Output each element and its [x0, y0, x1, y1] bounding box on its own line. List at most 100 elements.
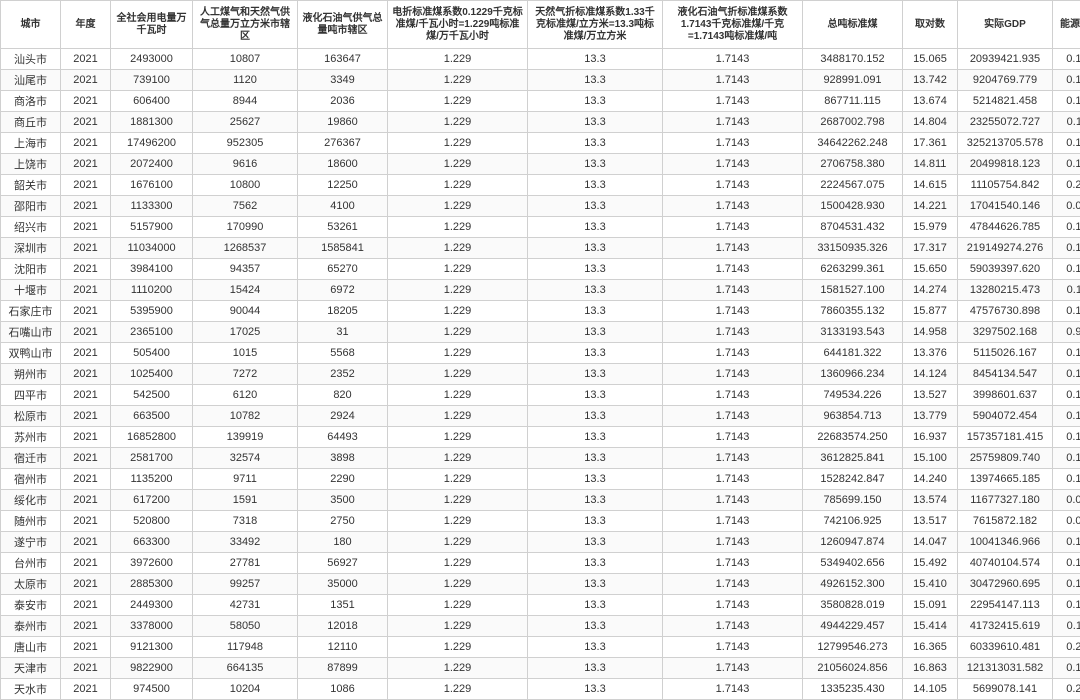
cell: 0.101 [1053, 70, 1080, 91]
cell: 泰安市 [1, 595, 61, 616]
cell: 1.229 [388, 595, 528, 616]
cell: 7272 [193, 364, 298, 385]
cell: 韶关市 [1, 175, 61, 196]
cell: 139919 [193, 427, 298, 448]
cell: 739100 [111, 70, 193, 91]
cell: 7860355.132 [803, 301, 903, 322]
cell: 1.229 [388, 301, 528, 322]
cell: 2021 [61, 49, 111, 70]
cell: 785699.150 [803, 490, 903, 511]
cell: 13.3 [528, 637, 663, 658]
cell: 1.7143 [663, 658, 803, 679]
cell: 0.088 [1053, 196, 1080, 217]
cell: 820 [298, 385, 388, 406]
cell: 1.7143 [663, 322, 803, 343]
cell: 41732415.619 [958, 616, 1053, 637]
cell: 2493000 [111, 49, 193, 70]
table-row: 台州市2021397260027781569271.22913.31.71435… [1, 553, 1080, 574]
col-header-3: 人工煤气和天然气供气总量万立方米市辖区 [193, 1, 298, 49]
col-header-8: 总吨标准煤 [803, 1, 903, 49]
cell: 1591 [193, 490, 298, 511]
cell: 0.162 [1053, 574, 1080, 595]
cell: 1.7143 [663, 385, 803, 406]
cell: 505400 [111, 343, 193, 364]
cell: 12110 [298, 637, 388, 658]
cell: 1.7143 [663, 238, 803, 259]
cell: 1.7143 [663, 553, 803, 574]
cell: 33492 [193, 532, 298, 553]
cell: 1133300 [111, 196, 193, 217]
cell: 1.229 [388, 259, 528, 280]
cell: 59039397.620 [958, 259, 1053, 280]
cell: 13.674 [903, 91, 958, 112]
cell: 963854.713 [803, 406, 903, 427]
cell: 2021 [61, 490, 111, 511]
cell: 3972600 [111, 553, 193, 574]
cell: 13.3 [528, 448, 663, 469]
cell: 47844626.785 [958, 217, 1053, 238]
cell: 606400 [111, 91, 193, 112]
cell: 87899 [298, 658, 388, 679]
cell: 0.118 [1053, 616, 1080, 637]
cell: 2021 [61, 70, 111, 91]
cell: 16.365 [903, 637, 958, 658]
table-row: 绥化市2021617200159135001.22913.31.71437856… [1, 490, 1080, 511]
cell: 1.229 [388, 406, 528, 427]
cell: 27781 [193, 553, 298, 574]
cell: 170990 [193, 217, 298, 238]
cell: 1.7143 [663, 112, 803, 133]
cell: 1.7143 [663, 175, 803, 196]
cell: 2021 [61, 658, 111, 679]
cell: 12250 [298, 175, 388, 196]
cell: 2365100 [111, 322, 193, 343]
cell: 25627 [193, 112, 298, 133]
cell: 十堰市 [1, 280, 61, 301]
cell: 1881300 [111, 112, 193, 133]
cell: 1676100 [111, 175, 193, 196]
cell: 1.229 [388, 679, 528, 700]
cell: 0.156 [1053, 595, 1080, 616]
col-header-7: 液化石油气折标准煤系数1.7143千克标准煤/千克=1.7143吨标准煤/吨 [663, 1, 803, 49]
cell: 2750 [298, 511, 388, 532]
cell: 16.863 [903, 658, 958, 679]
cell: 1.229 [388, 343, 528, 364]
cell: 5395900 [111, 301, 193, 322]
cell: 2021 [61, 511, 111, 532]
cell: 644181.322 [803, 343, 903, 364]
cell: 1.7143 [663, 49, 803, 70]
cell: 绍兴市 [1, 217, 61, 238]
cell: 1025400 [111, 364, 193, 385]
cell: 1585841 [298, 238, 388, 259]
cell: 3984100 [111, 259, 193, 280]
cell: 15.065 [903, 49, 958, 70]
cell: 13.3 [528, 511, 663, 532]
cell: 2021 [61, 91, 111, 112]
cell: 台州市 [1, 553, 61, 574]
cell: 0.161 [1053, 364, 1080, 385]
cell: 15.492 [903, 553, 958, 574]
cell: 2021 [61, 553, 111, 574]
cell: 219149274.276 [958, 238, 1053, 259]
cell: 1.229 [388, 217, 528, 238]
cell: 6263299.361 [803, 259, 903, 280]
cell: 0.182 [1053, 217, 1080, 238]
cell: 23255072.727 [958, 112, 1053, 133]
cell: 180 [298, 532, 388, 553]
cell: 13.3 [528, 679, 663, 700]
cell: 2072400 [111, 154, 193, 175]
cell: 13.3 [528, 280, 663, 301]
table-row: 天津市20219822900664135878991.22913.31.7143… [1, 658, 1080, 679]
cell: 617200 [111, 490, 193, 511]
cell: 2021 [61, 679, 111, 700]
cell: 20939421.935 [958, 49, 1053, 70]
cell: 1.7143 [663, 133, 803, 154]
table-row: 唐山市20219121300117948121101.22913.31.7143… [1, 637, 1080, 658]
cell: 13.3 [528, 70, 663, 91]
col-header-5: 电折标准煤系数0.1229千克标准煤/千瓦小时=1.229吨标准煤/万千瓦小时 [388, 1, 528, 49]
cell: 325213705.578 [958, 133, 1053, 154]
cell: 15.091 [903, 595, 958, 616]
cell: 0.097 [1053, 511, 1080, 532]
cell: 2021 [61, 637, 111, 658]
cell: 974500 [111, 679, 193, 700]
cell: 276367 [298, 133, 388, 154]
